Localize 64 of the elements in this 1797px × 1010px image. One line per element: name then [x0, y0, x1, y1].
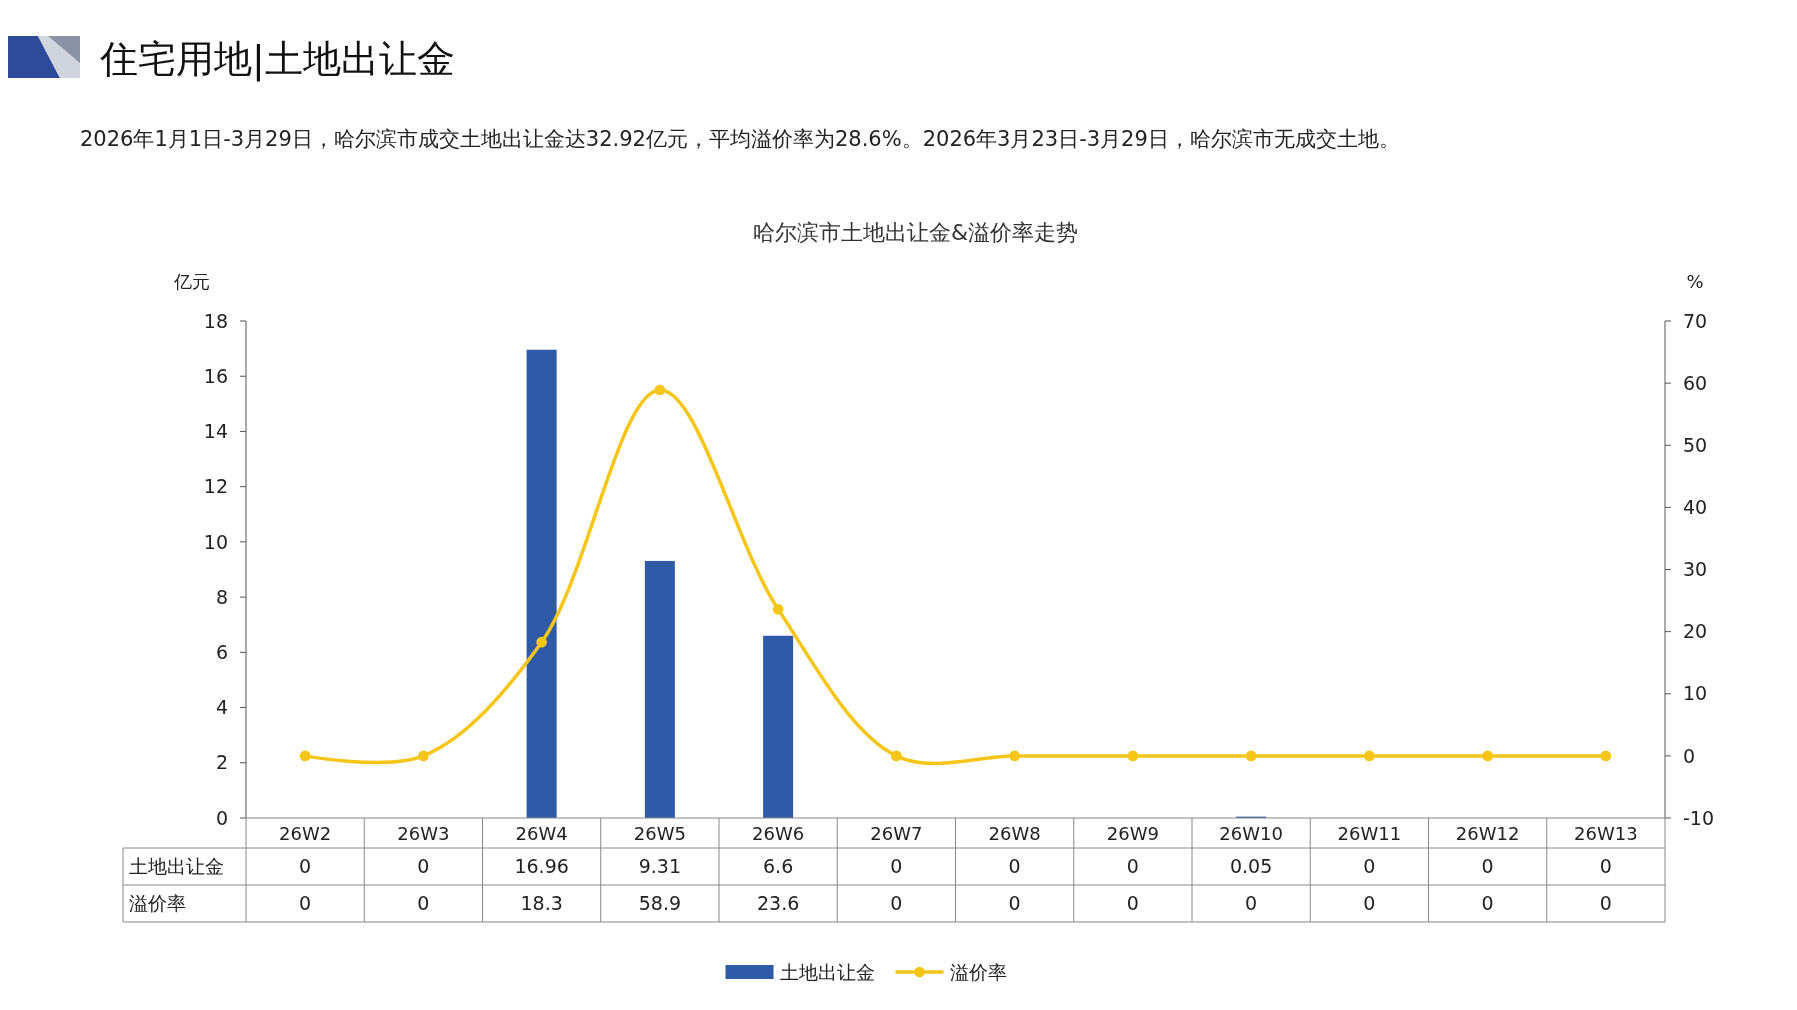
- y2-tick-label: 70: [1683, 309, 1708, 332]
- y2-tick-label: 30: [1683, 558, 1708, 581]
- x-tick-label: 26W10: [1219, 823, 1283, 845]
- data-label: 0: [890, 855, 903, 878]
- chart-subtitle: 2026年1月1日-3月29日，哈尔滨市成交土地出让金达32.92亿元，平均溢价率为28.6%。2026年3月23日-3月29日，哈尔滨市无成交土地。: [80, 127, 1400, 151]
- y-tick-label: 18: [203, 309, 228, 332]
- y-axis-title: 亿元: [173, 271, 210, 292]
- data-label: 0: [1008, 855, 1021, 878]
- y2-tick-label: 10: [1683, 682, 1708, 705]
- text: 住宅用地|土地出让金: [99, 37, 455, 82]
- y2-tick-label: 60: [1683, 371, 1708, 394]
- data-label: 0.05: [1229, 855, 1273, 878]
- y-tick-label: 2: [215, 751, 228, 774]
- y-tick-label: 10: [203, 530, 228, 553]
- data-label: 23.6: [756, 892, 800, 915]
- x-tick-label: 26W11: [1337, 823, 1402, 845]
- data-label: 0: [417, 855, 430, 878]
- y-tick-label: 14: [203, 420, 228, 443]
- x-tick-label: 26W13: [1574, 823, 1638, 845]
- data-label: 0: [1363, 892, 1376, 915]
- y2-tick-label: 0: [1683, 744, 1696, 767]
- legend-label: 土地出让金: [779, 960, 875, 983]
- data-label: 0: [1599, 892, 1612, 915]
- text: 溢价率: [129, 892, 186, 915]
- x-tick-label: 26W8: [988, 823, 1041, 845]
- data-label: 0: [1245, 892, 1258, 915]
- data-label: 0: [299, 892, 312, 915]
- data-label: 0: [299, 855, 312, 878]
- data-label: 6.6: [763, 855, 794, 878]
- y-tick-label: 4: [215, 696, 228, 719]
- data-label: 0: [417, 892, 430, 915]
- data-label: 9.31: [638, 855, 682, 878]
- data-label: 0: [890, 892, 903, 915]
- data-label: 58.9: [638, 892, 682, 915]
- x-tick-label: 26W4: [515, 823, 568, 845]
- x-tick-label: 26W12: [1455, 823, 1520, 845]
- x-tick-label: 26W7: [870, 823, 923, 845]
- y-tick-label: 0: [215, 806, 228, 829]
- y2-axis-title: %: [1686, 271, 1704, 292]
- chart-title: 哈尔滨市土地出让金&溢价率走势: [752, 220, 1079, 245]
- y2-tick-label: 40: [1683, 496, 1708, 519]
- x-tick-label: 26W5: [633, 823, 686, 845]
- y-tick-label: 6: [215, 640, 228, 663]
- y-tick-label: 12: [203, 475, 228, 498]
- data-label: 0: [1481, 855, 1494, 878]
- data-label: 0: [1481, 892, 1494, 915]
- text: 土地出让金: [129, 855, 224, 878]
- y-tick-label: 16: [203, 364, 228, 387]
- data-label: 18.3: [520, 892, 563, 915]
- legend-label: 溢价率: [949, 960, 1007, 983]
- data-label: 16.96: [514, 855, 569, 878]
- y2-tick-label: 50: [1683, 433, 1708, 456]
- data-label: 0: [1599, 855, 1612, 878]
- x-tick-label: 26W3: [397, 823, 450, 845]
- data-label: 0: [1363, 855, 1376, 878]
- x-tick-label: 26W9: [1106, 823, 1159, 845]
- x-tick-label: 26W6: [752, 823, 805, 845]
- x-tick-label: 26W2: [279, 823, 332, 845]
- data-label: 0: [1126, 855, 1139, 878]
- y-tick-label: 8: [215, 585, 228, 608]
- y2-tick-label: -10: [1683, 806, 1715, 829]
- data-label: 0: [1008, 892, 1021, 915]
- data-label: 0: [1126, 892, 1139, 915]
- y2-tick-label: 20: [1683, 620, 1708, 643]
